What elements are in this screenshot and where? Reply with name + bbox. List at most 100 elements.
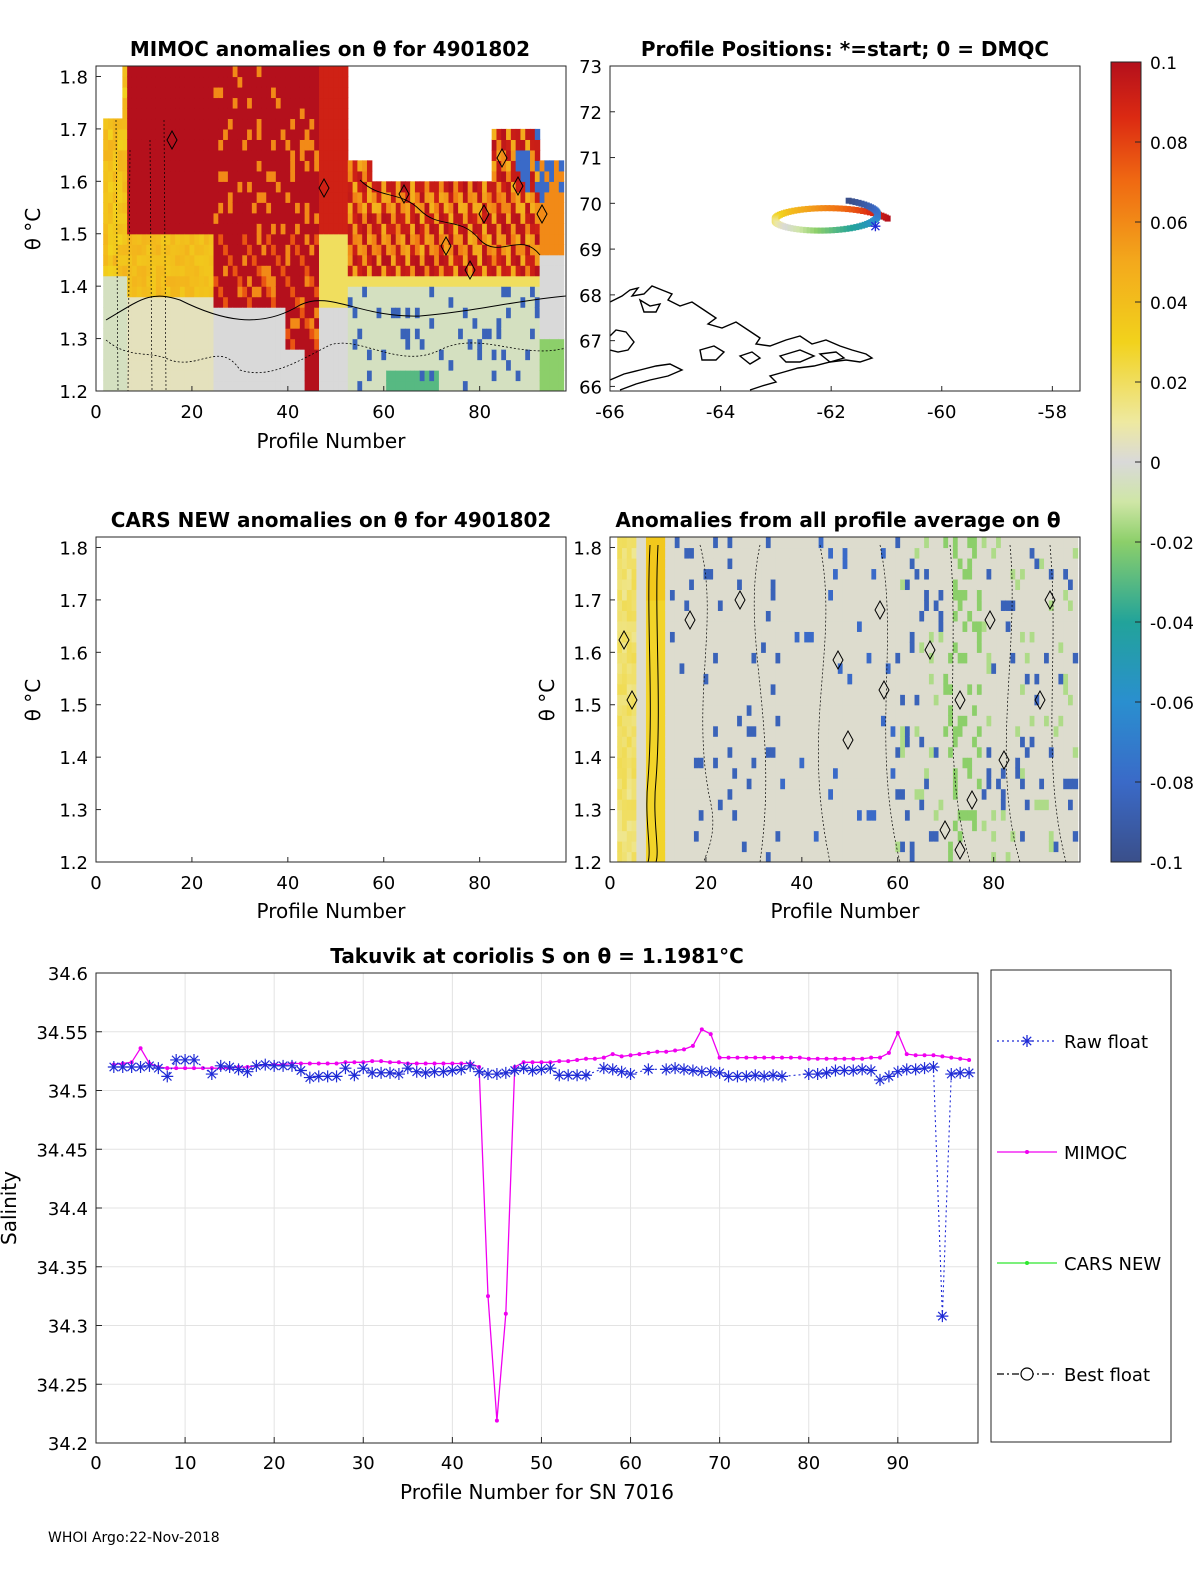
field-cell bbox=[842, 767, 848, 779]
field-cell bbox=[713, 788, 719, 800]
field-cell bbox=[290, 139, 296, 151]
field-cell bbox=[650, 673, 657, 685]
field-cell bbox=[804, 557, 810, 570]
field-cell bbox=[179, 212, 186, 224]
field-cell bbox=[496, 338, 502, 350]
field-cell bbox=[713, 620, 719, 632]
field-cell bbox=[304, 97, 311, 109]
field-cell bbox=[213, 286, 219, 298]
field-cell bbox=[458, 338, 464, 350]
field-cell bbox=[727, 725, 733, 737]
field-cell bbox=[717, 589, 724, 601]
field-cell bbox=[698, 589, 705, 601]
position-marker bbox=[855, 199, 862, 206]
field-cell bbox=[693, 578, 700, 591]
colorbar-ticks: 0.10.080.060.040.020-0.02-0.04-0.06-0.08… bbox=[1135, 54, 1194, 874]
field-cell bbox=[856, 841, 863, 853]
field-cell bbox=[247, 328, 253, 340]
field-cell bbox=[938, 631, 944, 643]
field-cell bbox=[117, 338, 123, 350]
field-cell bbox=[943, 788, 949, 800]
field-cell bbox=[689, 725, 695, 737]
field-cell bbox=[285, 328, 291, 340]
field-cell bbox=[952, 767, 959, 779]
field-cell bbox=[347, 317, 354, 329]
field-cell bbox=[261, 286, 267, 298]
field-cell bbox=[328, 254, 334, 266]
field-cell bbox=[141, 286, 147, 298]
field-cell bbox=[419, 212, 426, 224]
field-cell bbox=[261, 370, 267, 382]
field-cell bbox=[924, 757, 930, 769]
field-cell bbox=[900, 704, 906, 716]
field-cell bbox=[155, 97, 162, 109]
field-cell bbox=[856, 599, 863, 611]
field-cell bbox=[833, 652, 839, 664]
field-cell bbox=[674, 778, 681, 790]
field-cell bbox=[818, 578, 825, 591]
field-cell bbox=[880, 704, 887, 716]
field-cell bbox=[208, 275, 215, 287]
field-cell bbox=[544, 212, 550, 224]
field-cell bbox=[467, 223, 474, 235]
field-cell bbox=[780, 725, 786, 737]
field-cell bbox=[347, 212, 354, 224]
field-cell bbox=[669, 673, 676, 685]
field-cell bbox=[684, 694, 690, 706]
field-cell bbox=[732, 746, 738, 758]
field-cell bbox=[938, 820, 944, 832]
field-cell bbox=[472, 307, 478, 319]
field-cell bbox=[304, 76, 311, 88]
field-cell bbox=[342, 76, 349, 88]
field-cell bbox=[424, 191, 430, 203]
field-cell bbox=[885, 537, 892, 549]
field-cell bbox=[199, 338, 205, 350]
field-cell bbox=[510, 370, 517, 382]
field-cell bbox=[155, 128, 162, 140]
field-cell bbox=[271, 97, 277, 109]
field-cell bbox=[151, 265, 157, 277]
field-cell bbox=[520, 149, 526, 161]
field-cell bbox=[319, 202, 325, 214]
field-cell bbox=[472, 181, 478, 193]
field-cell bbox=[213, 128, 219, 140]
field-cell bbox=[679, 757, 685, 769]
field-cell bbox=[650, 851, 657, 862]
field-cell bbox=[904, 746, 911, 758]
field-cell bbox=[660, 620, 666, 632]
field-cell bbox=[785, 662, 791, 674]
field-cell bbox=[948, 746, 954, 758]
field-cell bbox=[400, 317, 406, 329]
field-cell bbox=[693, 641, 700, 653]
field-cell bbox=[227, 76, 234, 88]
field-cell bbox=[679, 851, 685, 862]
field-cell bbox=[290, 66, 296, 78]
field-cell bbox=[314, 212, 320, 224]
field-cell bbox=[184, 223, 191, 235]
field-cell bbox=[486, 286, 493, 298]
field-cell bbox=[285, 244, 291, 256]
field-cell bbox=[933, 851, 940, 862]
field-cell bbox=[208, 181, 215, 193]
field-cell bbox=[703, 673, 709, 685]
field-cell bbox=[390, 275, 397, 287]
field-cell bbox=[179, 233, 186, 245]
field-cell bbox=[530, 191, 536, 203]
field-cell bbox=[328, 286, 334, 298]
field-cell bbox=[655, 736, 661, 748]
field-cell bbox=[737, 736, 743, 748]
field-cell bbox=[141, 307, 147, 319]
field-cell bbox=[904, 683, 911, 695]
field-cell bbox=[765, 736, 772, 748]
y-tick-label: 1.5 bbox=[59, 696, 88, 717]
field-cell bbox=[809, 599, 815, 611]
field-cell bbox=[352, 202, 358, 214]
field-cell bbox=[684, 641, 690, 653]
field-cell bbox=[674, 641, 681, 653]
field-cell bbox=[617, 851, 623, 862]
field-cell bbox=[184, 97, 191, 109]
field-cell bbox=[482, 254, 488, 266]
field-cell bbox=[895, 841, 901, 853]
field-cell bbox=[136, 317, 143, 329]
field-cell bbox=[477, 275, 483, 287]
